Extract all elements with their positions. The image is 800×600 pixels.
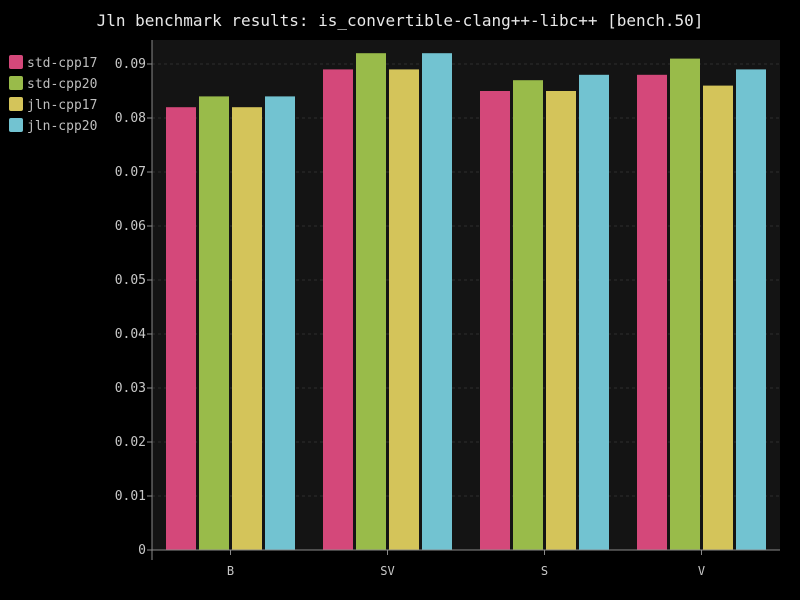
bar-jln-cpp17-B xyxy=(232,107,262,550)
bar-jln-cpp17-SV xyxy=(389,69,419,551)
x-axis-ticks: B SV S V xyxy=(227,550,705,578)
bar-jln-cpp17-S xyxy=(546,91,576,550)
bar-jln-cpp17-V xyxy=(703,85,733,550)
y-tick-label: 0.05 xyxy=(115,273,146,288)
x-tick-label: B xyxy=(227,564,234,578)
x-tick-label: V xyxy=(698,564,705,578)
y-tick-label: 0.04 xyxy=(115,327,146,342)
legend-label: std-cpp20 xyxy=(27,77,97,92)
legend-label: jln-cpp17 xyxy=(27,98,97,113)
legend: std-cpp17 std-cpp20 jln-cpp17 jln-cpp20 xyxy=(9,55,97,134)
bar-jln-cpp20-B xyxy=(265,96,295,551)
bar-std-cpp17-V xyxy=(637,74,667,551)
bar-jln-cpp20-V xyxy=(736,69,766,551)
bar-std-cpp20-V xyxy=(670,58,700,550)
y-tick-label: 0.07 xyxy=(115,165,146,180)
bar-std-cpp17-SV xyxy=(323,69,353,551)
bar-jln-cpp20-S xyxy=(579,74,609,551)
y-tick-label: 0 xyxy=(138,543,146,558)
bars xyxy=(166,53,766,551)
y-tick-label: 0.09 xyxy=(115,57,146,72)
chart-title: Jln benchmark results: is_convertible-cl… xyxy=(97,11,704,30)
legend-swatch-std-cpp17 xyxy=(9,55,23,69)
legend-label: std-cpp17 xyxy=(27,56,97,71)
legend-swatch-jln-cpp17 xyxy=(9,97,23,111)
y-axis-ticks: 0 0.01 0.02 0.03 0.04 0.05 0.06 0.07 0.08 0.09 xyxy=(115,57,152,558)
legend-swatch-jln-cpp20 xyxy=(9,118,23,132)
y-tick-label: 0.01 xyxy=(115,489,146,504)
y-tick-label: 0.08 xyxy=(115,111,146,126)
bar-std-cpp20-S xyxy=(513,80,543,550)
bar-std-cpp17-B xyxy=(166,107,196,550)
y-tick-label: 0.06 xyxy=(115,219,146,234)
y-tick-label: 0.03 xyxy=(115,381,146,396)
x-tick-label: S xyxy=(541,564,548,578)
legend-swatch-std-cpp20 xyxy=(9,76,23,90)
bar-std-cpp20-SV xyxy=(356,53,386,550)
bar-std-cpp20-B xyxy=(199,96,229,551)
bar-std-cpp17-S xyxy=(480,91,510,550)
x-tick-label: SV xyxy=(380,564,394,578)
legend-label: jln-cpp20 xyxy=(27,119,97,134)
bar-jln-cpp20-SV xyxy=(422,53,452,550)
y-tick-label: 0.02 xyxy=(115,435,146,450)
